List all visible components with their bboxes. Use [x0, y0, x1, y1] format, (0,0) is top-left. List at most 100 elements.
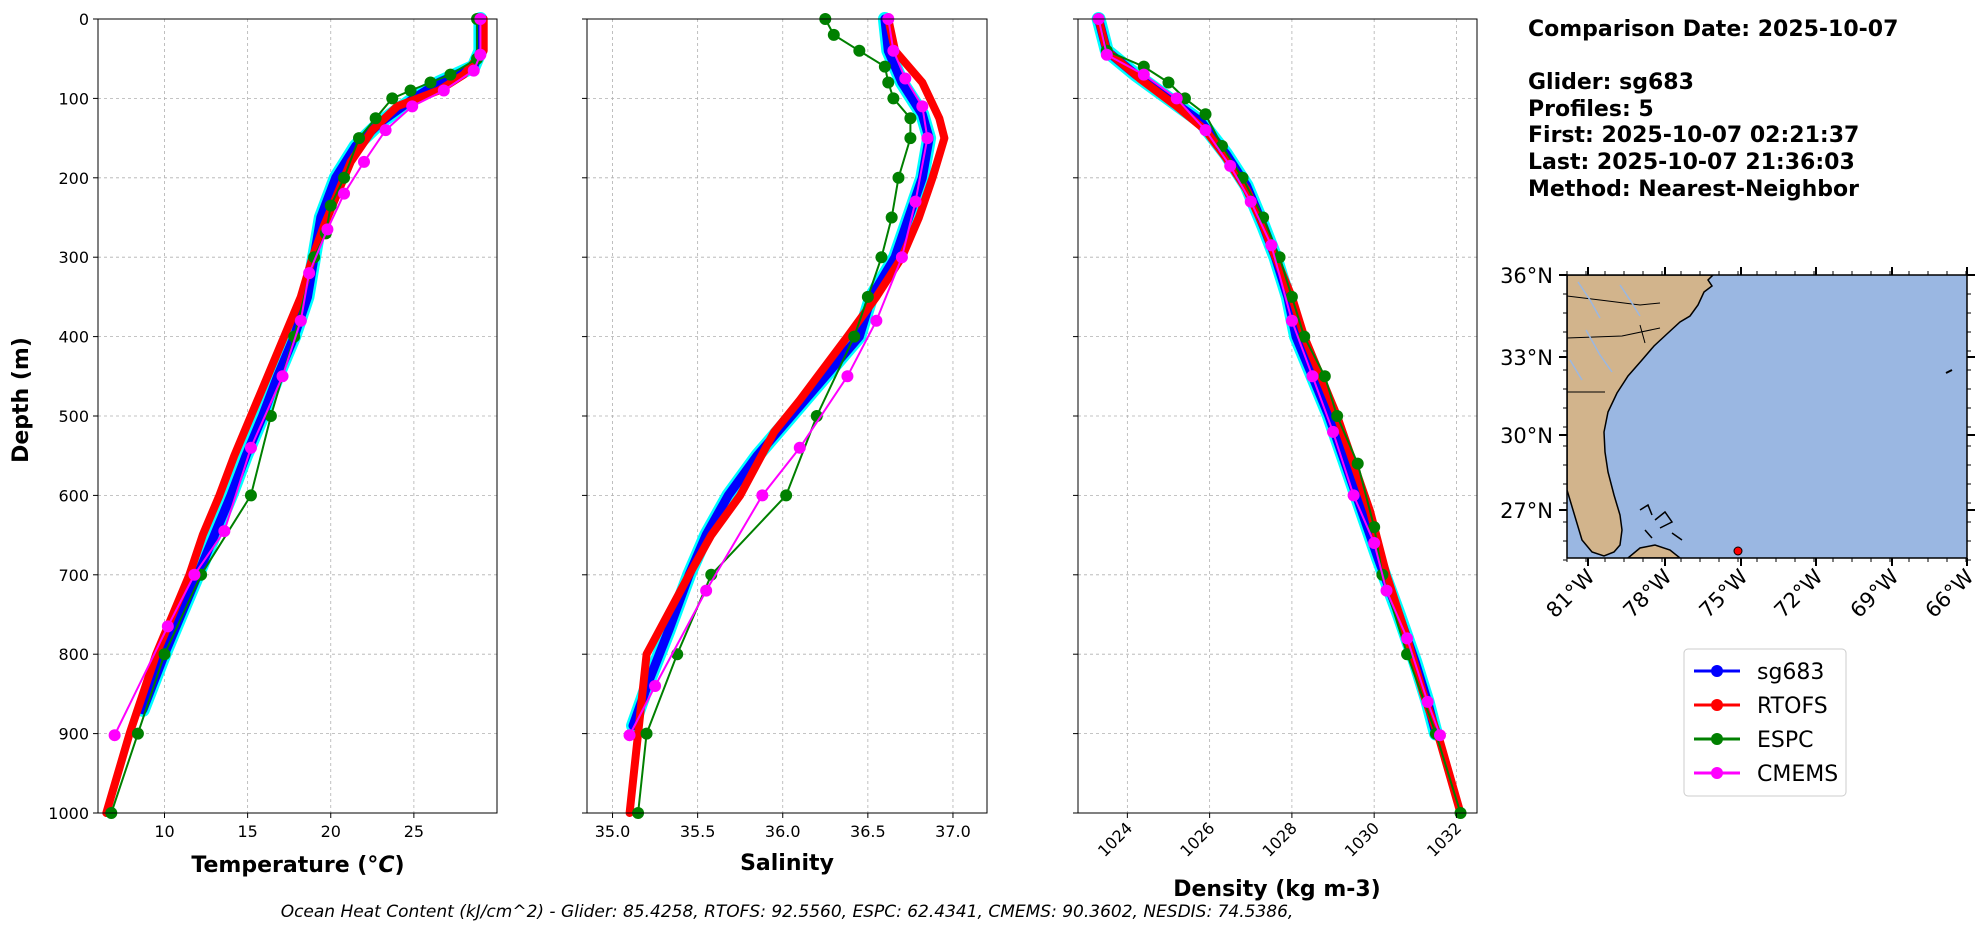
temperature-cmems-point — [467, 64, 480, 77]
legend-label-sg683: sg683 — [1757, 660, 1824, 685]
density-xtick-label: 1030 — [1341, 818, 1383, 860]
density-sg683-line — [1094, 14, 1441, 739]
temperature-glider-band — [135, 12, 488, 717]
salinity-cmems-point — [841, 370, 854, 383]
temperature-cmems-point — [338, 187, 351, 200]
depth-ytick-label: 600 — [58, 486, 89, 505]
temperature-xtick-label: 20 — [321, 822, 341, 841]
temperature-rtofs-line — [102, 15, 488, 817]
temperature-series — [102, 12, 488, 819]
salinity-cmems-point — [909, 195, 922, 208]
salinity-espc-point — [885, 211, 898, 224]
density-cmems-line — [1097, 18, 1441, 736]
salinity-espc-point — [780, 489, 793, 502]
temperature-xtick-label: 15 — [237, 822, 257, 841]
temperature-cmems-point — [108, 729, 121, 742]
legend-marker-rtofs — [1711, 699, 1723, 711]
first-time: First: 2025-10-07 02:21:37 — [1528, 123, 1859, 148]
method: Method: Nearest-Neighbor — [1528, 177, 1859, 202]
info-block: Comparison Date: 2025-10-07 Glider: sg68… — [1528, 17, 1898, 202]
density-cmems-point — [1285, 314, 1298, 327]
legend-marker-cmems — [1711, 767, 1723, 779]
salinity-espc-point — [904, 132, 917, 145]
density-cmems-point — [1224, 159, 1237, 172]
temperature-cmems-point — [303, 267, 316, 280]
map-lat-label: 36°N — [1500, 264, 1553, 288]
temperature-cmems-point — [379, 124, 392, 137]
temperature-cmems-point — [406, 100, 419, 113]
salinity-espc-point — [827, 28, 840, 41]
ocean-heat-content-footer: Ocean Heat Content (kJ/cm^2) - Glider: 8… — [281, 902, 1294, 922]
salinity-series — [623, 12, 949, 819]
temperature-espc-point — [424, 76, 437, 89]
temperature-espc-point — [264, 410, 277, 422]
salinity-espc-point — [875, 251, 888, 264]
density-xtick-label: 1024 — [1094, 818, 1136, 860]
salinity-espc-point — [861, 290, 874, 303]
density-xtick-label: 1032 — [1423, 818, 1465, 860]
land-group — [1567, 275, 1953, 558]
salinity-ticks: 35.0 35.5 36.0 36.5 37.0 — [582, 18, 971, 841]
density-espc-point — [1199, 108, 1212, 121]
comparison-date: Comparison Date: 2025-10-07 — [1528, 17, 1898, 42]
salinity-xtick-label: 35.0 — [595, 822, 631, 841]
density-cmems-point — [1433, 729, 1446, 742]
salinity-cmems-point — [895, 251, 908, 264]
state-borders — [1567, 295, 1661, 393]
legend-label-cmems: CMEMS — [1757, 762, 1838, 787]
map-lat-label: 27°N — [1500, 499, 1553, 523]
temperature-espc-point — [369, 112, 382, 125]
density-glider-band — [1091, 12, 1443, 741]
legend: sg683 RTOFS ESPC CMEMS — [1683, 648, 1847, 797]
legend-frame — [1683, 648, 1847, 797]
salinity-cmems-point — [793, 441, 806, 454]
salinity-cmems-point — [887, 44, 900, 57]
bermuda — [1945, 369, 1953, 374]
temperature-cmems-point — [218, 525, 231, 538]
depth-ytick-label: 500 — [58, 407, 89, 426]
salinity-xtick-label: 35.5 — [680, 822, 716, 841]
density-cmems-point — [1401, 632, 1414, 645]
density-cmems-point — [1421, 695, 1434, 708]
density-cmems-point — [1306, 370, 1319, 383]
cuba-coast — [1626, 544, 1682, 558]
depth-ytick-label: 100 — [58, 89, 89, 108]
density-espc-point — [1351, 457, 1364, 470]
density-series — [1091, 12, 1467, 819]
temperature-espc-point — [404, 84, 417, 97]
bahamas — [1639, 503, 1683, 541]
temperature-cmems-point — [294, 314, 307, 327]
salinity-cmems-point — [623, 729, 636, 742]
depth-ytick-label: 900 — [58, 725, 89, 744]
temperature-xlabel: Temperature (°C) — [191, 853, 404, 878]
legend-marker-espc — [1711, 733, 1723, 745]
map-lon-label: 81°W — [1542, 564, 1600, 622]
temperature-sg683-line — [138, 14, 485, 715]
salinity-espc-point — [640, 727, 653, 740]
salinity-cmems-point — [916, 100, 929, 113]
temperature-espc-point — [386, 92, 399, 105]
density-espc-point — [1162, 76, 1175, 89]
density-cmems-point — [1199, 124, 1212, 137]
temperature-grid — [98, 18, 497, 814]
temperature-xtick-label: 10 — [154, 822, 174, 841]
glider-name: Glider: sg683 — [1528, 70, 1694, 95]
density-xtick-label: 1028 — [1258, 818, 1300, 860]
map-lon-label: 66°W — [1921, 564, 1978, 622]
salinity-cmems-point — [649, 679, 662, 692]
temperature-ticks: 10 15 20 25 0 100 200 300 400 500 600 700 800 900 1000 — [48, 10, 424, 841]
temperature-cmems-point — [276, 370, 289, 383]
salinity-espc-point — [892, 171, 905, 184]
glider-location-marker — [1733, 546, 1743, 556]
salinity-espc-point — [853, 44, 866, 57]
density-cmems-point — [1265, 239, 1278, 252]
temperature-espc-point — [244, 489, 257, 502]
depth-ytick-label: 300 — [58, 248, 89, 267]
temperature-espc-point — [131, 727, 144, 740]
salinity-espc-point — [887, 92, 900, 105]
salinity-xlabel: Salinity — [740, 851, 834, 876]
land-mass — [1567, 275, 1715, 557]
density-cmems-point — [1347, 489, 1360, 502]
map-lon-label: 72°W — [1770, 564, 1828, 622]
